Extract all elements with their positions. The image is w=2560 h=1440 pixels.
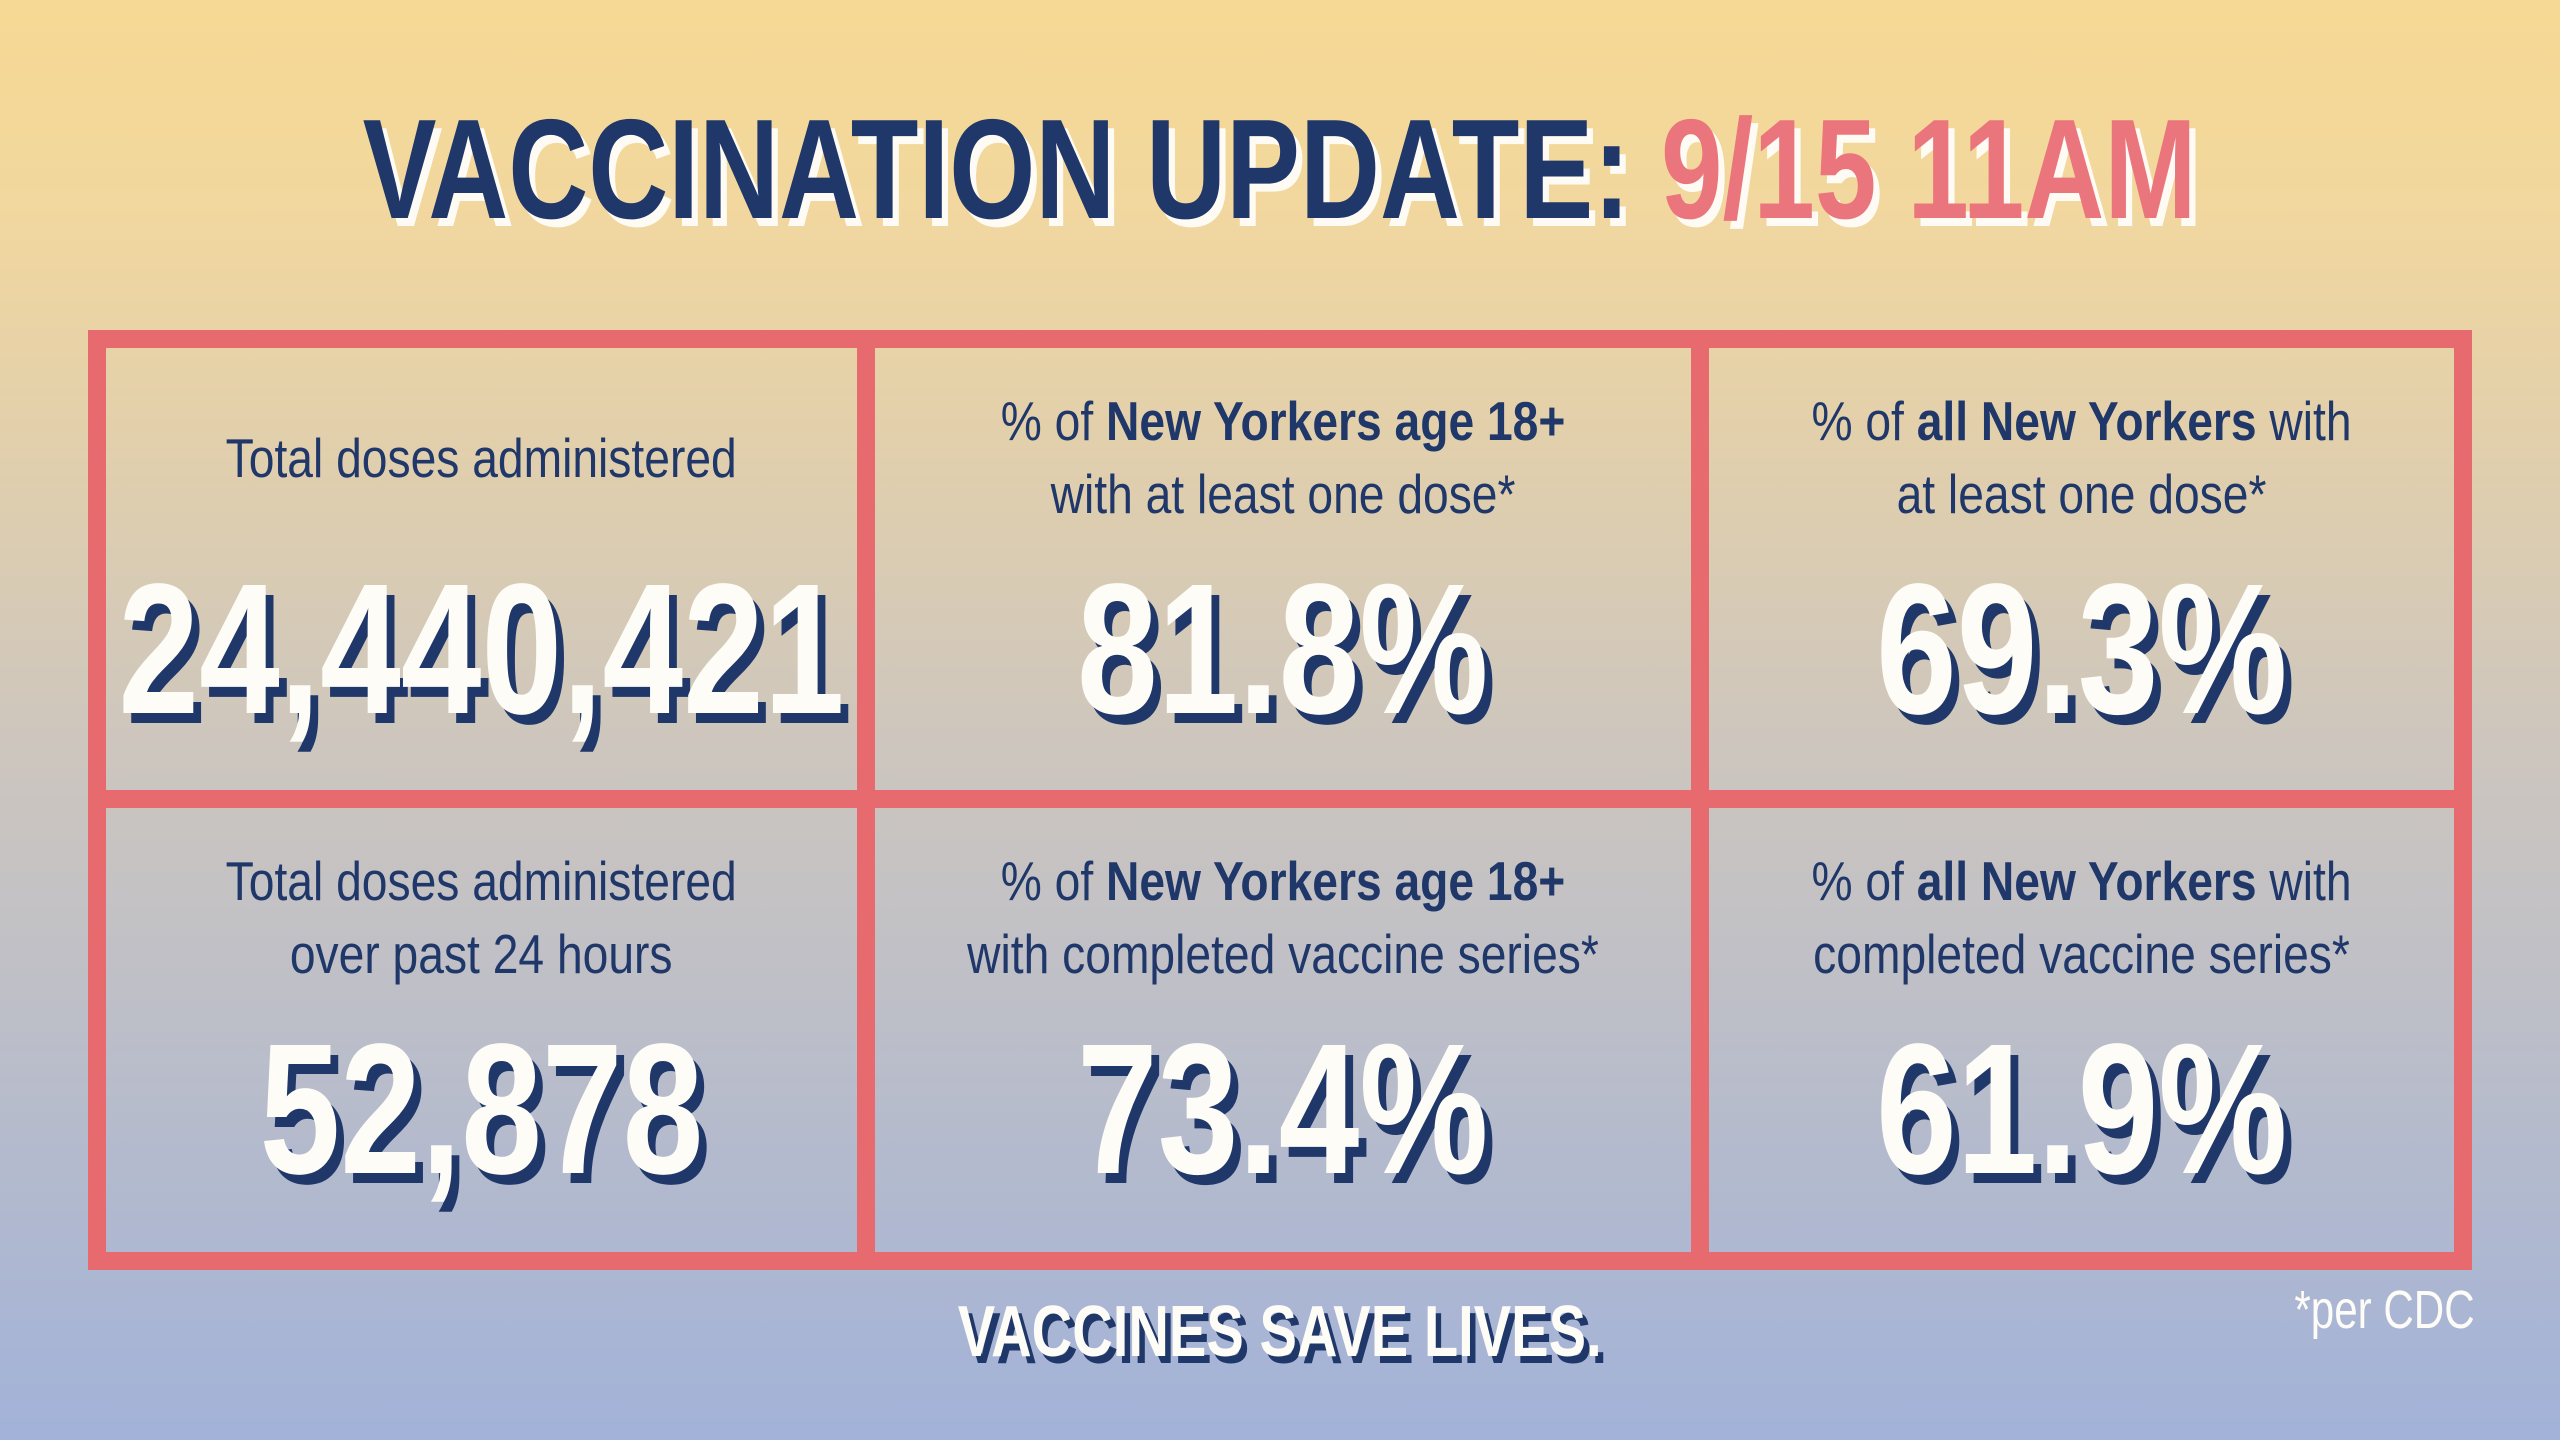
stat-cell-doses-24-hours: Total doses administered over past 24 hou… (106, 808, 857, 1252)
stat-label: % of New Yorkers age 18+ with completed v… (967, 850, 1599, 985)
footnote-per-cdc: *per CDC (2294, 1280, 2475, 1340)
title-text: VACCINATION UPDATE: (362, 90, 1662, 249)
stat-value: 61.9% (1875, 1006, 2288, 1213)
stat-value: 52,878 (259, 1006, 704, 1213)
stat-value: 73.4% (1077, 1006, 1489, 1213)
stat-label: % of all New Yorkers with completed vacci… (1811, 850, 2352, 985)
stat-label: % of all New Yorkers with at least one do… (1811, 390, 2352, 525)
stat-value: 24,440,421 (118, 546, 845, 753)
footer-tagline: VACCINES SAVE LIVES. (958, 1292, 1602, 1372)
stat-value: 81.8% (1077, 546, 1489, 753)
stat-cell-adults-completed-series: % of New Yorkers age 18+ with completed v… (875, 808, 1691, 1252)
title-datetime: 9/15 11AM (1661, 90, 2197, 249)
stat-label: Total doses administered over past 24 hou… (225, 850, 738, 985)
stat-cell-adults-one-dose: % of New Yorkers age 18+ with at least on… (875, 348, 1691, 790)
stat-cell-all-one-dose: % of all New Yorkers with at least one do… (1709, 348, 2454, 790)
page-title: VACCINATION UPDATE: 9/15 11AM (0, 90, 2560, 249)
stat-label: % of New Yorkers age 18+ with at least on… (1000, 390, 1566, 525)
stat-cell-all-completed-series: % of all New Yorkers with completed vacci… (1709, 808, 2454, 1252)
stats-grid: Total doses administered 24,440,421 % of… (88, 330, 2472, 1270)
stat-value: 69.3% (1875, 546, 2288, 753)
stat-label: Total doses administered (225, 426, 738, 489)
stat-cell-total-doses: Total doses administered 24,440,421 (106, 348, 857, 790)
grid-divider-horizontal (106, 790, 2454, 808)
